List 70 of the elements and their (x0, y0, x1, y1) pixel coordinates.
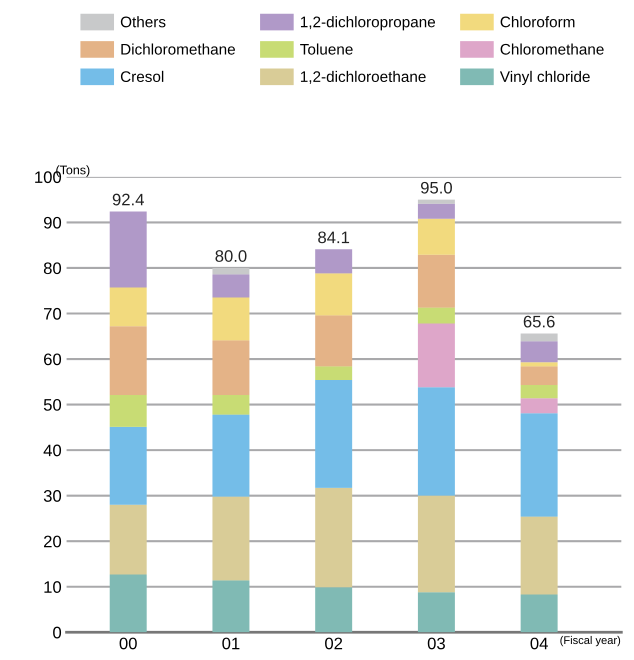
legend-label: Toluene (300, 43, 353, 55)
bar (418, 204, 455, 219)
bar (212, 268, 250, 274)
bar (418, 592, 455, 632)
bar (418, 387, 455, 496)
x-tick-label: 00 (120, 638, 137, 650)
y-tick-label: 80 (44, 262, 62, 274)
y-tick-label: 40 (44, 444, 62, 456)
bar (315, 488, 352, 588)
y-tick-label: 20 (44, 536, 62, 548)
y-tick-label: 90 (44, 216, 62, 229)
bar (418, 308, 455, 324)
bar (315, 315, 352, 366)
bar (315, 366, 352, 380)
bar (315, 587, 352, 632)
total-label: 95.0 (420, 182, 452, 194)
bar (212, 580, 250, 632)
legend-label: 1,2-dichloroethane (300, 70, 426, 84)
y-tick-label: 10 (44, 581, 62, 593)
bar (315, 273, 352, 316)
bar (110, 288, 147, 326)
bar (520, 362, 558, 366)
bar (212, 298, 250, 340)
legend-label: 1,2-dichloropropane (300, 16, 436, 30)
bar (110, 395, 147, 427)
y-tick-label: 30 (44, 490, 62, 502)
bar (110, 574, 147, 632)
bar (418, 324, 455, 388)
bar (212, 274, 250, 298)
total-label: 92.4 (112, 194, 144, 206)
bar (315, 249, 352, 274)
x-tick-label: 01 (222, 638, 240, 650)
bar (212, 414, 250, 497)
bar (520, 594, 558, 632)
bar (418, 218, 455, 255)
bar (418, 200, 455, 204)
bar (315, 380, 352, 488)
bar (520, 334, 558, 342)
y-tick-label: 70 (44, 308, 62, 320)
bar (418, 254, 455, 308)
y-tick-label: 60 (44, 353, 62, 366)
bar (110, 426, 147, 505)
legend-label: Cresol (120, 70, 164, 82)
bar (212, 340, 250, 396)
x-axis-title: (Fiscal year) (560, 636, 620, 646)
bar (418, 496, 455, 592)
bar (520, 385, 558, 398)
legend-label: Vinyl chloride (500, 70, 590, 86)
bar (110, 211, 147, 288)
total-label: 84.1 (318, 231, 350, 244)
legend-label: Chloroform (500, 16, 574, 28)
bar (520, 398, 558, 414)
bar (520, 366, 558, 385)
bar (520, 516, 558, 594)
bar (212, 496, 250, 580)
total-label: 65.6 (524, 316, 555, 328)
bar (110, 326, 147, 396)
legend-label: Dichloromethane (121, 43, 235, 55)
y-tick-label: 50 (44, 398, 62, 411)
x-tick-label: 04 (530, 638, 548, 650)
legend-label: Others (120, 16, 166, 28)
x-tick-label: 02 (325, 638, 342, 650)
bar (212, 395, 250, 415)
y-tick-label: 0 (53, 626, 62, 638)
total-label: 80.0 (215, 250, 247, 262)
bar (520, 413, 558, 517)
x-tick-label: 03 (428, 638, 445, 650)
bar (110, 504, 147, 574)
bar (520, 341, 558, 362)
legend-label: Chloromethane (500, 43, 604, 55)
